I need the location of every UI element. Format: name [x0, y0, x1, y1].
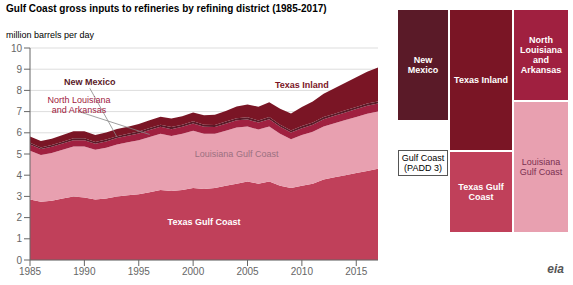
- svg-text:New Mexico: New Mexico: [64, 77, 116, 87]
- svg-text:North Louisianaand Arkansas: North Louisianaand Arkansas: [47, 95, 110, 115]
- html-text:million barrels per day: million barrels per day: [6, 30, 94, 40]
- svg-text:0: 0: [16, 255, 22, 266]
- html-text:Texas Gulf Coast: Texas Gulf Coast: [458, 182, 504, 202]
- svg-text:8: 8: [16, 85, 22, 96]
- svg-text:9: 9: [16, 64, 22, 75]
- svg-text:2: 2: [16, 212, 22, 223]
- html-text:Gulf Coast (PADD 3): Gulf Coast (PADD 3): [401, 153, 445, 173]
- svg-text:2015: 2015: [345, 266, 368, 277]
- svg-text:Texas Inland: Texas Inland: [275, 80, 329, 90]
- svg-text:1995: 1995: [128, 266, 151, 277]
- svg-text:7: 7: [16, 106, 22, 117]
- svg-text:5: 5: [16, 149, 22, 160]
- svg-text:10: 10: [11, 43, 23, 54]
- svg-text:2000: 2000: [182, 266, 205, 277]
- html-text:Gulf Coast gross inputs to ref: Gulf Coast gross inputs to refineries by…: [6, 3, 327, 14]
- svg-text:2010: 2010: [291, 266, 314, 277]
- html-text:Louisiana Gulf Coast: Louisiana Gulf Coast: [519, 157, 563, 177]
- svg-text:1985: 1985: [19, 266, 42, 277]
- html-text:New Mexico: New Mexico: [407, 55, 439, 75]
- svg-text:3: 3: [16, 191, 22, 202]
- svg-text:4: 4: [16, 170, 22, 181]
- svg-text:1990: 1990: [73, 266, 96, 277]
- svg-text:1: 1: [16, 233, 22, 244]
- html-text:eia: eia: [547, 262, 564, 276]
- svg-text:6: 6: [16, 127, 22, 138]
- svg-text:Louisiana Gulf Coast: Louisiana Gulf Coast: [195, 149, 279, 159]
- html-text:North Louisiana and Arkansas: North Louisiana and Arkansas: [520, 35, 562, 75]
- svg-text:2005: 2005: [236, 266, 259, 277]
- svg-text:Texas Gulf Coast: Texas Gulf Coast: [168, 217, 241, 227]
- html-text:Texas Inland: Texas Inland: [454, 75, 508, 85]
